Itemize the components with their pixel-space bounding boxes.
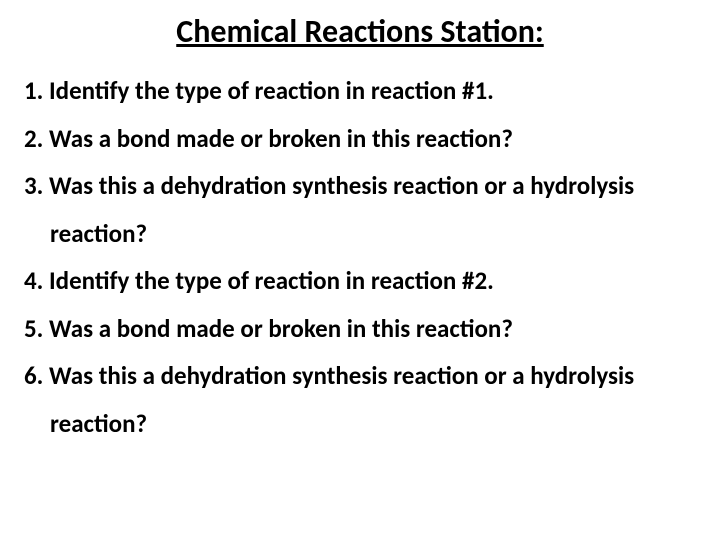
list-item: Was this a dehydration synthesis reactio…: [20, 162, 700, 257]
list-item: Was a bond made or broken in this reacti…: [20, 115, 700, 163]
list-item: Was this a dehydration synthesis reactio…: [20, 352, 700, 447]
page-title: Chemical Reactions Station:: [20, 12, 700, 51]
list-item: Identify the type of reaction in reactio…: [20, 257, 700, 305]
list-item: Identify the type of reaction in reactio…: [20, 67, 700, 115]
list-item: Was a bond made or broken in this reacti…: [20, 305, 700, 353]
question-list: Identify the type of reaction in reactio…: [20, 67, 700, 447]
